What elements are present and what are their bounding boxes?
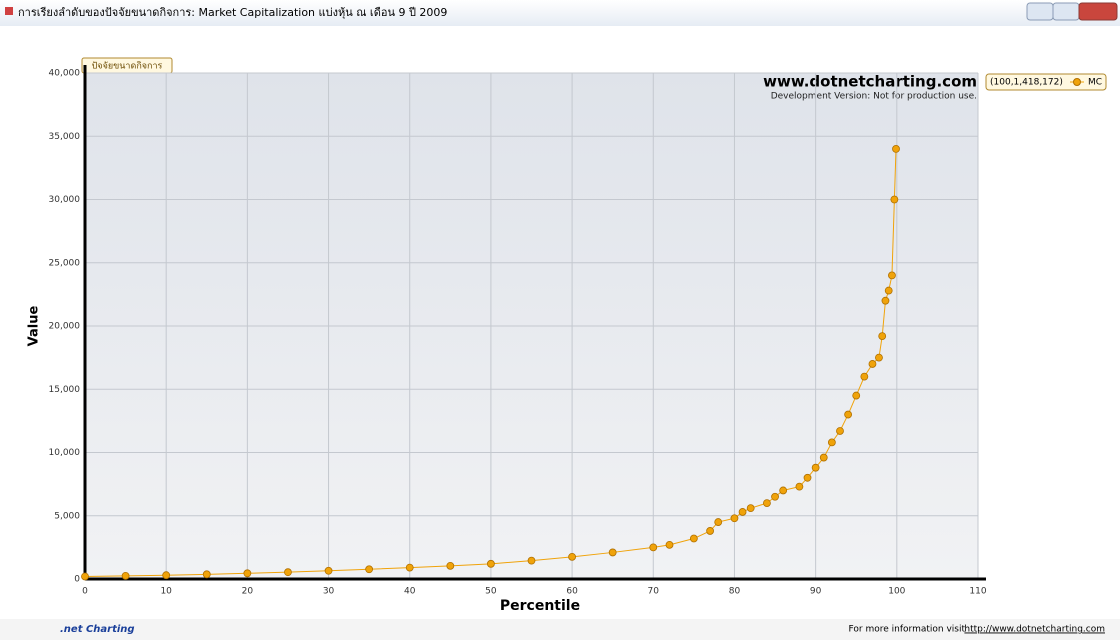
data-point bbox=[780, 487, 787, 494]
data-point bbox=[715, 519, 722, 526]
x-tick-label: 60 bbox=[566, 587, 578, 597]
minimize-button[interactable] bbox=[1027, 3, 1053, 20]
x-tick-label: 20 bbox=[242, 587, 254, 597]
data-point bbox=[203, 571, 210, 578]
data-point bbox=[163, 572, 170, 579]
x-tick-label: 100 bbox=[888, 587, 905, 597]
data-point bbox=[487, 560, 494, 567]
data-point bbox=[893, 145, 900, 152]
data-point bbox=[650, 544, 657, 551]
app-window: การเรียงลำดับของปัจจัยขนาดกิจการ: Market… bbox=[0, 0, 1120, 640]
data-point bbox=[325, 567, 332, 574]
data-point bbox=[284, 569, 291, 576]
data-point bbox=[122, 572, 129, 579]
data-point bbox=[528, 557, 535, 564]
footer-logo: .net Charting bbox=[60, 624, 135, 635]
footer-link[interactable]: http://www.dotnetcharting.com bbox=[964, 625, 1105, 635]
data-point bbox=[763, 500, 770, 507]
data-point bbox=[853, 392, 860, 399]
data-point bbox=[731, 515, 738, 522]
data-point bbox=[820, 454, 827, 461]
y-tick-label: 35,000 bbox=[49, 132, 81, 142]
y-tick-label: 40,000 bbox=[49, 69, 81, 79]
data-point bbox=[812, 464, 819, 471]
data-point bbox=[82, 573, 89, 580]
data-point bbox=[861, 373, 868, 380]
data-point bbox=[739, 508, 746, 515]
x-tick-label: 70 bbox=[648, 587, 660, 597]
brand: www.dotnetcharting.com bbox=[763, 73, 977, 91]
data-point bbox=[888, 272, 895, 279]
x-tick-label: 110 bbox=[969, 587, 986, 597]
data-point bbox=[836, 427, 843, 434]
data-point bbox=[366, 566, 373, 573]
x-tick-label: 80 bbox=[729, 587, 741, 597]
app-icon bbox=[5, 7, 13, 15]
data-point bbox=[707, 527, 714, 534]
brand-note: Development Version: Not for production … bbox=[771, 92, 977, 102]
data-point bbox=[447, 562, 454, 569]
x-tick-label: 10 bbox=[160, 587, 172, 597]
y-axis-label: Value bbox=[27, 305, 42, 346]
data-point bbox=[690, 535, 697, 542]
data-point bbox=[828, 439, 835, 446]
data-point bbox=[891, 196, 898, 203]
legend-marker bbox=[1074, 79, 1081, 86]
data-point bbox=[882, 297, 889, 304]
x-axis-label: Percentile bbox=[500, 598, 580, 614]
x-tick-label: 50 bbox=[485, 587, 497, 597]
close-button[interactable] bbox=[1079, 3, 1117, 20]
data-point bbox=[885, 287, 892, 294]
y-tick-label: 15,000 bbox=[49, 385, 81, 395]
data-point bbox=[772, 493, 779, 500]
data-point bbox=[569, 553, 576, 560]
data-point bbox=[747, 505, 754, 512]
data-point bbox=[609, 549, 616, 556]
y-tick-label: 0 bbox=[74, 575, 80, 585]
x-tick-label: 30 bbox=[323, 587, 335, 597]
data-point bbox=[875, 354, 882, 361]
data-point bbox=[666, 541, 673, 548]
x-tick-label: 0 bbox=[82, 587, 88, 597]
window-title: การเรียงลำดับของปัจจัยขนาดกิจการ: Market… bbox=[18, 6, 447, 19]
chart-title: ปัจจัยขนาดกิจการ bbox=[92, 61, 163, 72]
maximize-button[interactable] bbox=[1053, 3, 1079, 20]
data-point bbox=[406, 564, 413, 571]
y-tick-label: 10,000 bbox=[49, 448, 81, 458]
data-point bbox=[244, 570, 251, 577]
x-tick-label: 40 bbox=[404, 587, 416, 597]
data-point bbox=[796, 483, 803, 490]
data-point bbox=[869, 360, 876, 367]
x-tick-label: 90 bbox=[810, 587, 822, 597]
y-tick-label: 5,000 bbox=[54, 511, 80, 521]
y-tick-label: 20,000 bbox=[49, 322, 81, 332]
legend-value: (100,1,418,172) bbox=[990, 78, 1063, 88]
y-tick-label: 30,000 bbox=[49, 195, 81, 205]
data-point bbox=[845, 411, 852, 418]
data-point bbox=[804, 474, 811, 481]
y-tick-label: 25,000 bbox=[49, 258, 81, 268]
data-point bbox=[879, 333, 886, 340]
legend-label: MC bbox=[1088, 78, 1102, 88]
footer-text: For more information visit bbox=[849, 625, 966, 635]
